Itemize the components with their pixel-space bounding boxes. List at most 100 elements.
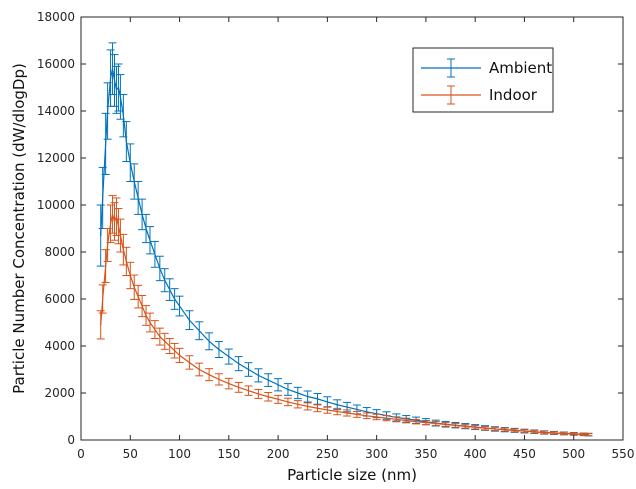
data-point (543, 431, 545, 434)
x-tick-label: 350 (414, 447, 437, 461)
data-point (137, 296, 139, 298)
y-tick-label: 12000 (37, 151, 75, 165)
data-point (129, 274, 131, 277)
data-point (405, 419, 407, 422)
data-point (523, 430, 526, 432)
data-point (415, 421, 417, 423)
data-point (316, 398, 319, 400)
data-point (307, 405, 309, 407)
data-point (107, 110, 109, 112)
y-tick-label: 14000 (37, 104, 75, 118)
data-point (154, 328, 156, 331)
x-tick-label: 50 (123, 447, 138, 461)
legend: Ambient Indoor (412, 47, 554, 113)
data-point (474, 426, 476, 428)
legend-label: Indoor (489, 86, 538, 104)
data-point (346, 406, 348, 408)
data-point (107, 244, 109, 246)
data-point (336, 410, 338, 413)
data-point (218, 378, 220, 380)
data-point (356, 413, 358, 415)
data-point (247, 368, 250, 371)
y-tick-label: 2000 (44, 386, 75, 400)
data-point (238, 363, 240, 365)
data-point (425, 422, 427, 424)
data-point (149, 239, 151, 241)
legend-entry-ambient: Ambient (421, 58, 552, 78)
data-point (188, 361, 190, 364)
data-point (247, 390, 250, 392)
data-point (141, 213, 143, 215)
data-point (445, 423, 447, 426)
y-tick-label: 0 (67, 433, 75, 447)
data-point (208, 340, 210, 342)
y-tick-label: 4000 (44, 339, 75, 353)
data-point (484, 427, 486, 429)
y-tick-label: 8000 (44, 245, 75, 259)
data-point (238, 386, 240, 388)
data-point (376, 416, 378, 418)
data-point (125, 260, 127, 262)
data-point (494, 428, 496, 430)
data-point (129, 162, 131, 164)
data-point (117, 86, 120, 89)
data-point (100, 234, 102, 237)
data-point (100, 324, 102, 326)
data-point (257, 393, 259, 395)
y-tick-label: 6000 (44, 292, 75, 306)
data-point (105, 143, 107, 145)
x-axis-label: Particle size (nm) (287, 466, 417, 484)
data-point (563, 432, 565, 435)
data-point (198, 368, 200, 371)
data-point (198, 330, 200, 332)
data-point (267, 379, 269, 381)
data-point (464, 425, 466, 427)
data-point (228, 355, 230, 358)
y-tick-label: 16000 (37, 57, 75, 71)
data-point (113, 220, 116, 223)
data-point (122, 249, 124, 251)
x-tick-label: 200 (267, 447, 290, 461)
data-point (109, 223, 112, 225)
data-point (164, 279, 166, 281)
data-point (169, 289, 171, 291)
data-point (154, 253, 156, 255)
data-point (316, 407, 319, 409)
data-point (159, 267, 161, 270)
data-point (218, 348, 220, 351)
y-axis-label: Particle Number Concentration (dW/dlogDp… (10, 63, 28, 394)
data-point (125, 140, 127, 143)
data-point (346, 412, 348, 414)
data-point (117, 225, 120, 227)
data-point (504, 429, 506, 431)
series-line-ambient (100, 68, 589, 436)
data-point (119, 96, 122, 98)
data-point (257, 374, 259, 376)
y-tick-label: 10000 (37, 198, 75, 212)
series-indoor (96, 195, 593, 437)
data-point (366, 415, 368, 417)
data-point (109, 77, 112, 79)
legend-box (412, 47, 554, 113)
data-point (145, 314, 147, 317)
data-point (159, 336, 161, 338)
data-point (277, 398, 279, 400)
data-point (119, 234, 122, 237)
data-point (228, 383, 230, 385)
data-point (366, 411, 368, 413)
data-point (287, 401, 289, 403)
data-point (105, 265, 107, 267)
data-point (297, 403, 299, 405)
x-tick-label: 450 (513, 447, 536, 461)
data-point (395, 418, 397, 420)
x-tick-label: 400 (464, 447, 487, 461)
data-point (149, 321, 151, 324)
plot-frame (80, 16, 624, 441)
x-tick-label: 550 (612, 447, 635, 461)
data-point (553, 432, 555, 434)
data-point (514, 429, 516, 431)
data-point (115, 216, 118, 218)
data-point (115, 89, 118, 91)
data-point (435, 422, 437, 425)
